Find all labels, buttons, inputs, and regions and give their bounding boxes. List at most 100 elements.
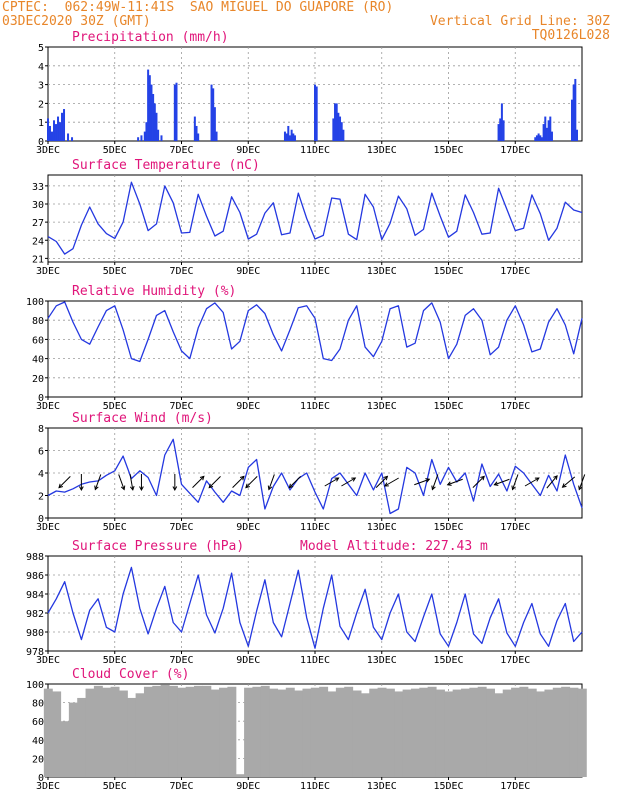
- run-date: 03DEC2020 30Z (GMT): [2, 14, 151, 29]
- precipitation-xtick-label: 15DEC: [433, 145, 463, 156]
- cloud-bar: [202, 685, 212, 777]
- cloud-cover-ytick-label: 0: [38, 773, 44, 784]
- humidity-ytick-label: 20: [32, 374, 44, 385]
- wind-arrow: [511, 474, 519, 491]
- precip-bar: [535, 135, 538, 141]
- precip-bar: [287, 125, 290, 141]
- precip-bar: [143, 131, 146, 141]
- cloud-bar: [127, 697, 137, 777]
- cloud-bar: [469, 687, 479, 777]
- humidity-ytick-label: 100: [26, 297, 44, 308]
- temperature-title: Surface Temperature (nC): [72, 158, 260, 173]
- precip-bar: [539, 135, 542, 141]
- wind-arrow: [578, 474, 586, 491]
- wind-line: [47, 438, 583, 515]
- wind-ytick-label: 8: [38, 424, 44, 435]
- precipitation-ytick-label: 0: [38, 137, 44, 148]
- cloud-bar: [269, 688, 279, 777]
- precipitation-ytick-label: 3: [38, 81, 44, 92]
- cloud-bar: [52, 691, 62, 777]
- precip-bar: [542, 124, 545, 141]
- pressure-xtick-label: 15DEC: [433, 655, 463, 666]
- precip-bar: [51, 131, 54, 141]
- cloud-cover-xtick-label: 11DEC: [300, 781, 330, 792]
- cloud-bar: [219, 687, 228, 777]
- cloud-cover-title: Cloud Cover (%): [72, 667, 189, 682]
- humidity-xtick-label: 5DEC: [103, 401, 127, 412]
- cloud-bar: [352, 690, 362, 777]
- precip-bar: [544, 116, 547, 141]
- precip-bar: [150, 84, 153, 141]
- cloud-bar: [461, 688, 470, 777]
- cloud-bar: [394, 691, 404, 777]
- precip-bar: [283, 131, 286, 141]
- cloud-bar: [511, 687, 521, 777]
- cloud-bar: [494, 693, 504, 777]
- wind-xtick-label: 3DEC: [36, 522, 60, 533]
- pressure-ytick-label: 980: [26, 628, 44, 639]
- wind-arrow: [139, 474, 144, 492]
- cloud-bar: [93, 685, 103, 777]
- precip-bar: [59, 122, 62, 141]
- cloud-bar: [118, 690, 128, 777]
- temperature-xtick-label: 17DEC: [500, 266, 530, 277]
- precipitation-xtick-label: 13DEC: [367, 145, 397, 156]
- grid-note: Vertical Grid Line: 30Z: [429, 14, 610, 29]
- humidity-ytick-label: 40: [32, 355, 44, 366]
- precip-bar: [549, 116, 552, 141]
- precip-bar: [160, 135, 163, 141]
- cloud-cover-ytick-label: 100: [26, 680, 44, 691]
- wind-xtick-label: 5DEC: [103, 522, 127, 533]
- precip-bar: [574, 78, 577, 141]
- precip-bar: [285, 133, 288, 141]
- wind-arrow: [472, 475, 485, 489]
- temperature-ytick-label: 21: [32, 254, 44, 265]
- cloud-bar: [110, 686, 120, 777]
- temperature-ytick-label: 33: [32, 182, 44, 193]
- wind-xtick-label: 15DEC: [433, 522, 463, 533]
- cloud-bar: [444, 691, 454, 777]
- wind-xtick-label: 13DEC: [367, 522, 397, 533]
- precip-bar: [212, 88, 215, 141]
- temperature-xtick-label: 7DEC: [169, 266, 193, 277]
- wind-ytick-label: 0: [38, 514, 44, 525]
- wind-arrow: [546, 475, 558, 489]
- precip-bar: [537, 133, 540, 141]
- wind-arrow: [414, 478, 431, 486]
- cloud-bar: [410, 688, 420, 777]
- wind-arrow: [118, 474, 126, 491]
- precip-bar: [288, 135, 291, 141]
- cloud-bar: [561, 686, 571, 777]
- cloud-bar: [177, 687, 187, 777]
- wind-arrow: [341, 477, 357, 487]
- pressure-title: Surface Pressure (hPa): [72, 539, 244, 554]
- cloud-bar: [227, 686, 237, 777]
- cloud-bar: [277, 689, 287, 777]
- cloud-cover-xtick-label: 17DEC: [500, 781, 530, 792]
- temperature-xtick-label: 9DEC: [236, 266, 260, 277]
- cloud-bar: [477, 686, 487, 777]
- wind-xtick-label: 17DEC: [500, 522, 530, 533]
- wind-xtick-label: 11DEC: [300, 522, 330, 533]
- cloud-bar: [310, 687, 320, 777]
- cloud-bar: [135, 693, 145, 777]
- cloud-bar: [527, 688, 537, 777]
- cloud-bar: [244, 687, 254, 777]
- wind-xtick-label: 7DEC: [169, 522, 193, 533]
- pressure-xtick-label: 9DEC: [236, 655, 260, 666]
- temperature-xtick-label: 15DEC: [433, 266, 463, 277]
- precip-bar: [215, 131, 218, 141]
- precipitation-title: Precipitation (mm/h): [72, 30, 229, 45]
- temperature-frame: [47, 174, 583, 263]
- humidity-line: [47, 301, 583, 363]
- cloud-bar: [43, 688, 53, 777]
- cloud-bar: [143, 686, 153, 777]
- precip-bar: [342, 129, 345, 141]
- wind-arrow: [524, 477, 540, 487]
- precip-bar: [290, 129, 293, 141]
- precip-bar: [53, 120, 56, 141]
- precipitation-xtick-label: 17DEC: [500, 145, 530, 156]
- cloud-bar: [385, 688, 395, 777]
- wind-arrow: [288, 475, 301, 489]
